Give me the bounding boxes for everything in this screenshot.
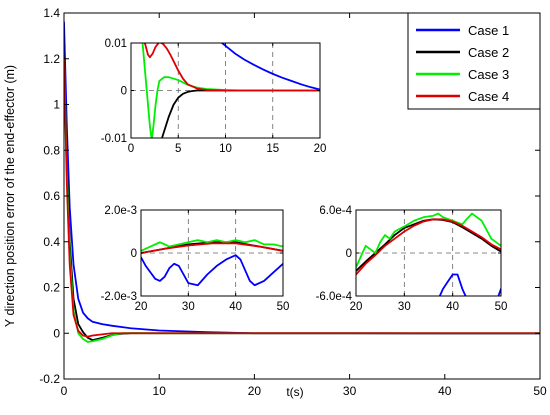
series-line-case-4 (356, 218, 501, 276)
series-line-case-3 (356, 212, 501, 269)
legend-label-4: Case 4 (468, 89, 509, 104)
x-tick-label: 10 (153, 384, 167, 398)
x-tick-label: 20 (350, 301, 363, 313)
y-tick-label: 1.4 (43, 6, 60, 20)
y-tick-label: -0.01 (101, 133, 127, 145)
y-tick-label: 0 (131, 248, 137, 260)
series-lines (141, 43, 320, 138)
series-line-case-1 (438, 273, 501, 296)
y-tick-label: 0.2 (43, 281, 60, 295)
y-tick-label: -0.2 (39, 372, 60, 386)
x-tick-label: 20 (314, 143, 327, 155)
legend-label-2: Case 2 (468, 45, 509, 60)
y-axis-label: Y direction position error of the end-ef… (3, 65, 17, 327)
legend-label-3: Case 3 (468, 67, 509, 82)
y-tick-label: 2.0e-3 (104, 205, 137, 217)
x-tick-label: 0 (128, 143, 134, 155)
y-tick-label: 0.8 (43, 143, 60, 157)
x-tick-label: 20 (248, 384, 262, 398)
grid (141, 210, 283, 296)
inset-plot-steady-state: 20 30 40 50 -2.0e-3 0 2.0e-3 (101, 205, 290, 313)
x-tick-label: 10 (219, 143, 232, 155)
grid (356, 210, 501, 296)
x-tick-label: 40 (438, 384, 452, 398)
series-lines (141, 239, 283, 287)
legend: Case 1 Case 2 Case 3 Case 4 (407, 12, 541, 110)
y-tick-label: 1.2 (43, 52, 60, 66)
series-line-case-4 (64, 57, 540, 338)
x-tick-label: 50 (277, 301, 290, 313)
y-tick-label: -2.0e-3 (101, 291, 137, 303)
x-tick-label: 15 (266, 143, 279, 155)
x-tick-label: 30 (398, 301, 411, 313)
y-tick-label: -6.0e-4 (316, 291, 353, 303)
y-tick-label: 1 (53, 98, 60, 112)
series-line-case-4 (141, 242, 283, 254)
series-line-case-1 (141, 254, 283, 287)
x-tick-label: 5 (175, 143, 181, 155)
x-tick-label: 40 (446, 301, 459, 313)
series-line-case-3 (141, 239, 283, 252)
x-tick-label: 40 (229, 301, 242, 313)
y-tick-label: 0 (346, 248, 352, 260)
x-tick-label: 20 (135, 301, 148, 313)
x-tick-label: 30 (343, 384, 357, 398)
series-lines (64, 21, 540, 343)
y-tick-label: 0.4 (43, 235, 60, 249)
x-axis-label: t(s) (286, 385, 303, 399)
x-tick-label: 50 (495, 301, 508, 313)
x-tick-label: 0 (61, 384, 68, 398)
inset-plot-steady-state-zoom: 20 30 40 50 -6.0e-4 0 6.0e-4 (316, 205, 508, 313)
series-line-case-4 (143, 43, 320, 92)
y-tick-label: 0.6 (43, 189, 60, 203)
y-tick-label: 0 (53, 326, 60, 340)
y-tick-label: 6.0e-4 (319, 205, 352, 217)
legend-label-1: Case 1 (468, 23, 509, 38)
y-tick-label: 0.01 (105, 38, 127, 50)
series-line-case-1 (220, 43, 320, 91)
series-lines (356, 212, 501, 296)
x-tick-label: 30 (182, 301, 195, 313)
y-tick-label: 0 (121, 86, 127, 98)
x-tick-label: 50 (533, 384, 547, 398)
